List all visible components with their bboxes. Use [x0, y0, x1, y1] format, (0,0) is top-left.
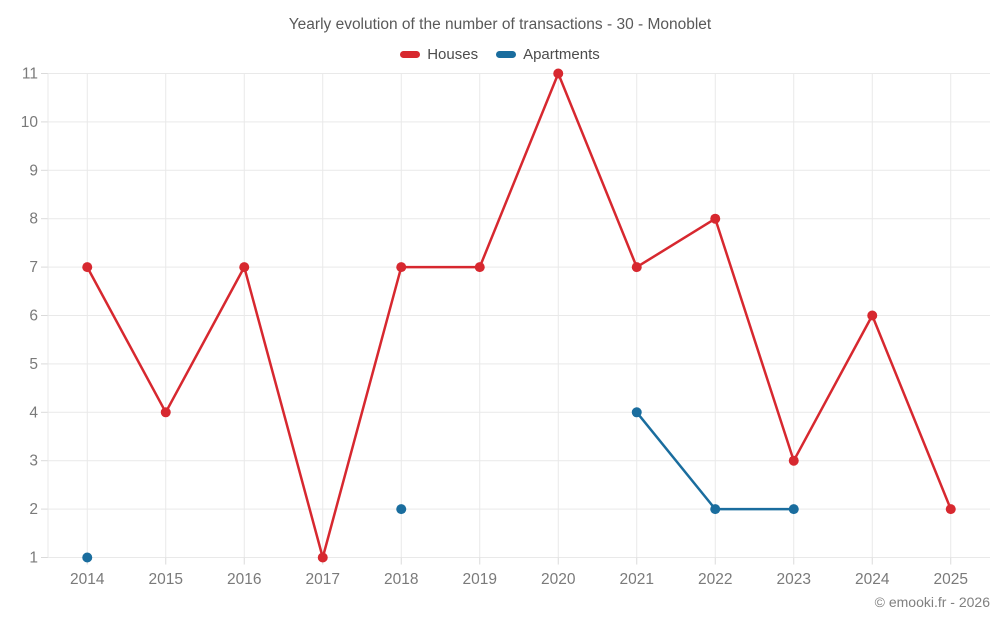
apartments-swatch-icon: [496, 51, 517, 58]
y-axis-label-8: 8: [29, 211, 38, 228]
legend-item-apartments[interactable]: Apartments: [496, 46, 600, 63]
x-axis-label-2017: 2017: [306, 571, 340, 588]
apartments-point-2022: [710, 504, 721, 515]
houses-line: [86, 72, 952, 559]
legend-label-apartments: Apartments: [523, 46, 600, 63]
houses-point-2014: [82, 262, 93, 273]
x-axis-label-2025: 2025: [934, 571, 968, 588]
x-axis-label-2020: 2020: [541, 571, 576, 588]
y-axis-label-1: 1: [29, 550, 38, 567]
y-axis-label-9: 9: [29, 162, 38, 179]
houses-point-2019: [474, 262, 485, 273]
y-axis-label-2: 2: [29, 501, 38, 518]
x-axis-label-2018: 2018: [384, 571, 418, 588]
y-axis-label-5: 5: [29, 356, 38, 373]
y-axis-label-7: 7: [29, 259, 38, 276]
x-axis-label-2021: 2021: [620, 571, 654, 588]
y-axis-label-11: 11: [22, 66, 38, 83]
houses-point-2023: [788, 455, 799, 466]
houses-point-2018: [396, 262, 407, 273]
y-axis-label-10: 10: [21, 114, 39, 131]
x-axis-label-2015: 2015: [149, 571, 183, 588]
houses-swatch-icon: [400, 51, 421, 58]
houses-point-2022: [710, 213, 721, 224]
apartments-point-2021: [631, 407, 642, 418]
houses-point-2025: [945, 504, 956, 515]
legend-item-houses[interactable]: Houses: [400, 46, 478, 63]
copyright-watermark: © emooki.fr - 2026: [874, 594, 990, 610]
apartments-point-2018: [396, 504, 407, 515]
houses-point-2015: [160, 407, 171, 418]
x-axis-label-2022: 2022: [698, 571, 732, 588]
chart-legend: Houses Apartments: [0, 46, 1000, 63]
y-axis-label-3: 3: [29, 453, 38, 470]
x-axis-label-2023: 2023: [777, 571, 811, 588]
houses-point-2017: [317, 552, 328, 563]
apartments-point-2023: [788, 504, 799, 515]
chart-title: Yearly evolution of the number of transa…: [288, 16, 712, 33]
x-axis-label-2016: 2016: [227, 571, 261, 588]
x-axis-label-2024: 2024: [855, 571, 890, 588]
y-axis-label-4: 4: [29, 404, 38, 421]
x-axis-label-2019: 2019: [463, 571, 497, 588]
houses-point-2020: [553, 68, 564, 79]
apartments-point-2014: [82, 552, 93, 563]
x-axis-label-2014: 2014: [70, 571, 105, 588]
houses-point-2016: [239, 262, 250, 273]
y-axis-label-6: 6: [29, 308, 38, 325]
houses-point-2024: [867, 310, 878, 321]
houses-point-2021: [631, 262, 642, 273]
legend-label-houses: Houses: [427, 46, 479, 63]
